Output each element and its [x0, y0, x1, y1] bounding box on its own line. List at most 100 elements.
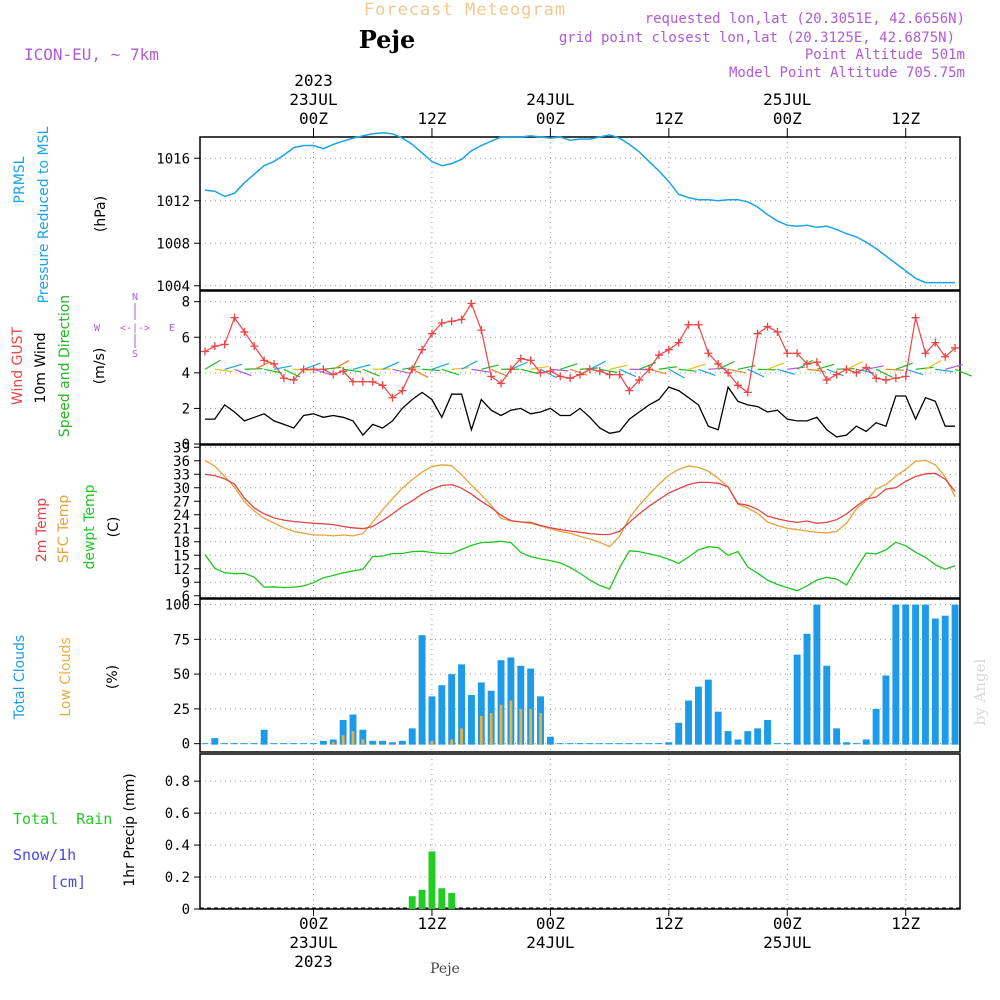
wind-direction-arrow	[599, 368, 618, 373]
wind-gust-marker	[210, 342, 219, 351]
total-cloud-bar	[675, 722, 683, 745]
wind-gust-marker	[645, 365, 654, 374]
wind-direction-arrow	[234, 368, 252, 377]
y-tick-label: 25	[173, 702, 190, 718]
wind-gust-marker	[832, 370, 841, 379]
wind-gust-marker	[852, 368, 861, 377]
wind-direction-arrow	[352, 364, 371, 370]
wind-speed-line	[204, 385, 956, 438]
time-label: 25JUL	[763, 933, 811, 952]
compass-arrow: <-|->	[120, 323, 150, 334]
total-cloud-bar	[477, 682, 485, 745]
meteogram-title: Forecast Meteogram	[364, 0, 566, 20]
total-cloud-bar	[260, 729, 268, 745]
wind-direction-arrow	[826, 368, 844, 377]
compass-north: N	[132, 292, 138, 303]
temp-ylabel: 2m Temp	[34, 498, 50, 562]
wind-direction-arrow	[382, 361, 400, 370]
temp-unit: (C)	[106, 517, 122, 538]
total-cloud-bar	[546, 736, 554, 745]
wind-gust-marker	[704, 349, 713, 358]
wind-direction-arrow	[441, 368, 460, 376]
wind-direction-arrow	[885, 368, 904, 371]
wind-gust-marker	[526, 356, 535, 365]
wind-gust-marker	[941, 352, 950, 361]
wind-unit: (m/s)	[92, 348, 108, 385]
y-tick-label: 27	[173, 494, 190, 510]
y-tick-label: 6	[182, 589, 190, 605]
cloud-unit: (%)	[105, 665, 121, 689]
total-cloud-bar	[734, 739, 742, 745]
wind-direction-arrow	[767, 362, 785, 370]
wind-gust-marker	[566, 374, 575, 383]
y-tick-label: 36	[173, 454, 190, 470]
wind-gust-marker	[556, 372, 565, 381]
wind-direction-arrow	[895, 362, 913, 370]
wind-direction-arrow	[954, 368, 972, 377]
y-tick-label: 0.2	[165, 870, 190, 886]
wind-gust-marker	[743, 388, 752, 397]
y-tick-label: 75	[173, 632, 190, 648]
wind-gust-marker	[753, 329, 762, 338]
wind-gust-marker	[763, 322, 772, 331]
panel-frame	[199, 753, 961, 910]
point-altitude: Point Altitude 501m	[805, 47, 965, 63]
y-tick-label: 50	[173, 667, 190, 683]
wind-gust-marker	[625, 386, 634, 395]
total-cloud-bar	[922, 604, 929, 745]
total-cloud-bar	[438, 685, 446, 745]
low-cloud-bar	[361, 739, 365, 745]
wind-gust-marker	[803, 359, 812, 368]
pressure-panel: PRMSL Pressure Reduced to MSL (hPa) 1004…	[12, 126, 961, 303]
wind-gust-marker	[664, 345, 673, 354]
total-cloud-bar	[685, 700, 693, 745]
wind-gust-marker	[595, 367, 604, 376]
wind-gust-marker	[319, 365, 328, 374]
wind-direction-arrow	[875, 368, 893, 378]
low-cloud-bar	[331, 742, 335, 745]
wind-direction-arrow	[481, 364, 499, 370]
wind-direction-arrow	[530, 365, 549, 370]
wind-direction-arrow	[392, 368, 411, 374]
total-cloud-bar	[872, 708, 880, 745]
wind-gust-marker	[674, 338, 683, 347]
wind-gust-marker	[388, 393, 397, 402]
total-cloud-bar	[724, 731, 732, 745]
precip-ylabel-text: 1hr Precip (mm)	[122, 773, 138, 886]
wind-direction-arrow	[737, 364, 756, 370]
rain-bar	[438, 888, 446, 909]
y-tick-label: 0.8	[165, 774, 190, 790]
y-tick-label: 4	[182, 366, 190, 382]
total-cloud-bar	[428, 696, 436, 745]
pressure-ylabel-desc: Pressure Reduced to MSL	[36, 126, 52, 303]
legend-total-rain: Total Rain	[13, 810, 112, 828]
wind-gust-marker	[615, 370, 624, 379]
total-cloud-bar	[744, 731, 752, 745]
wind-direction-arrow	[905, 368, 924, 376]
wind-gust-marker	[289, 375, 298, 384]
time-label: 00Z	[773, 109, 802, 128]
cloud-unit-ylabel: (%)	[105, 665, 121, 689]
wind-gust-marker	[200, 347, 209, 356]
wind-gust-marker	[250, 342, 259, 351]
y-tick-label: 8	[182, 295, 190, 311]
wind-gust-marker	[348, 377, 357, 386]
time-label: 00Z	[299, 109, 328, 128]
total-cloud-bar	[329, 739, 337, 745]
time-label: 12Z	[654, 914, 683, 933]
wind-direction-arrow	[777, 368, 795, 375]
wind-gust-marker	[467, 299, 476, 308]
rain-bar	[448, 893, 456, 909]
y-tick-label: 18	[173, 535, 190, 551]
wind-gust-marker	[270, 359, 279, 368]
wind-gust-marker	[585, 365, 594, 374]
total-cloud-bar	[527, 668, 535, 745]
low-cloud-bar	[539, 713, 542, 745]
low-cloud-bar	[341, 735, 345, 745]
y-tick-label: 9	[182, 575, 190, 591]
y-tick-label: 1004	[156, 279, 190, 295]
total-cloud-bar	[497, 660, 505, 745]
wind-direction-arrow	[520, 368, 539, 375]
